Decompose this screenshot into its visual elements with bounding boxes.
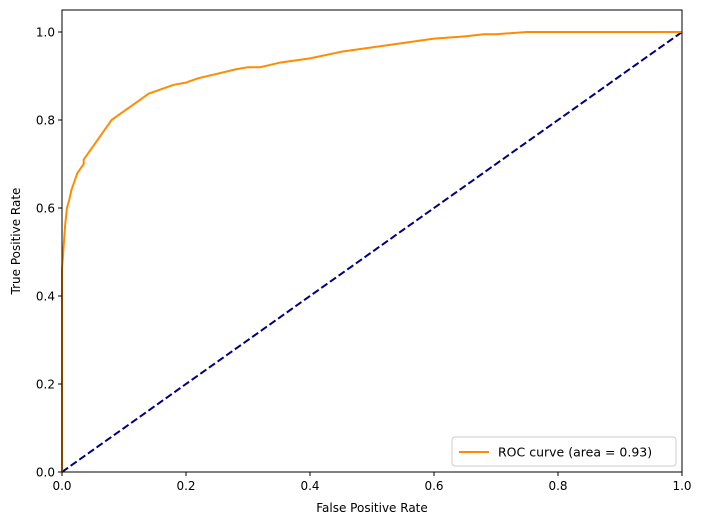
- x-tick-label: 0.4: [300, 479, 319, 493]
- roc-curve-line: [61, 31, 682, 472]
- y-tick-label: 0.2: [36, 378, 55, 392]
- plot-frame: [61, 9, 683, 473]
- y-tick-label: 1.0: [36, 26, 55, 40]
- y-tick-label: 0.8: [36, 114, 55, 128]
- x-tick-label: 0.2: [176, 479, 195, 493]
- y-axis-label: True Positive Rate: [9, 188, 23, 296]
- x-tick-label: 0.0: [52, 479, 71, 493]
- legend-box: [451, 436, 677, 467]
- x-axis: 0.0 0.2 0.4 0.6 0.8 1.0: [52, 472, 692, 493]
- x-tick-label: 0.6: [424, 479, 443, 493]
- legend-label-roc: ROC curve (area = 0.93): [498, 445, 652, 460]
- y-tick-label: 0.6: [36, 202, 55, 216]
- plot-area: [61, 31, 683, 473]
- y-tick-label: 0.0: [36, 466, 55, 480]
- x-tick-label: 1.0: [672, 479, 691, 493]
- y-axis: 0.0 0.2 0.4 0.6 0.8 1.0: [36, 26, 62, 480]
- legend: ROC curve (area = 0.93): [451, 436, 677, 467]
- x-tick-label: 0.8: [548, 479, 567, 493]
- chance-diagonal-line: [61, 31, 683, 473]
- x-axis-label: False Positive Rate: [316, 501, 428, 515]
- y-tick-label: 0.4: [36, 290, 55, 304]
